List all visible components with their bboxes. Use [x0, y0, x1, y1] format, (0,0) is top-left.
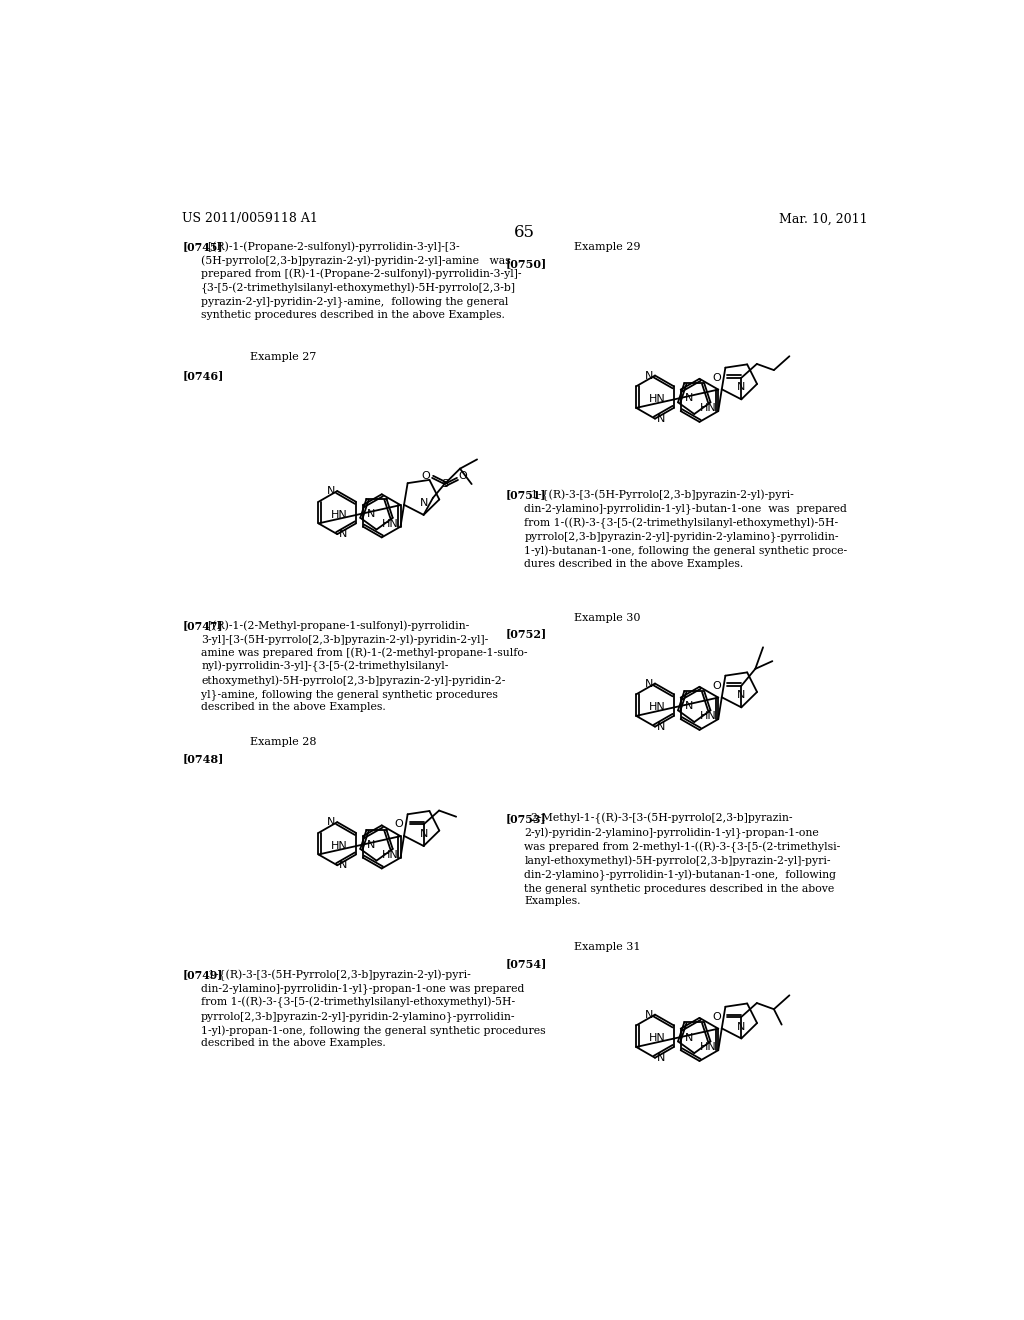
Text: S: S	[441, 479, 449, 488]
Text: [0746]: [0746]	[182, 370, 223, 381]
Text: N: N	[367, 510, 375, 519]
Text: HN: HN	[699, 711, 716, 721]
Text: N: N	[327, 486, 335, 496]
Text: 1-{(R)-3-[3-(5H-Pyrrolo[2,3-b]pyrazin-2-yl)-pyri-
din-2-ylamino]-pyrrolidin-1-yl: 1-{(R)-3-[3-(5H-Pyrrolo[2,3-b]pyrazin-2-…	[524, 490, 848, 569]
Text: Example 27: Example 27	[250, 352, 316, 363]
Text: O: O	[459, 471, 468, 482]
Text: HN: HN	[699, 404, 716, 413]
Text: N: N	[645, 1010, 653, 1019]
Text: N: N	[645, 678, 653, 689]
Text: Example 29: Example 29	[573, 242, 640, 252]
Text: [0745]: [0745]	[182, 242, 223, 252]
Text: N: N	[420, 498, 428, 508]
Text: N: N	[657, 722, 666, 731]
Text: HN: HN	[331, 510, 348, 520]
Text: [0749]: [0749]	[182, 969, 222, 981]
Text: N: N	[737, 383, 745, 392]
Text: [0747]: [0747]	[182, 620, 223, 631]
Text: HN: HN	[331, 841, 348, 851]
Text: HN: HN	[649, 1034, 666, 1043]
Text: HN: HN	[649, 702, 666, 713]
Text: O: O	[713, 1012, 721, 1022]
Text: N: N	[367, 840, 375, 850]
Text: [0750]: [0750]	[506, 259, 547, 269]
Text: O: O	[394, 820, 403, 829]
Text: N: N	[685, 1032, 693, 1043]
Text: N: N	[737, 1022, 745, 1031]
Text: N: N	[339, 861, 347, 870]
Text: HN: HN	[382, 850, 398, 859]
Text: US 2011/0059118 A1: US 2011/0059118 A1	[182, 213, 318, 226]
Text: N: N	[420, 829, 428, 840]
Text: N: N	[645, 371, 653, 380]
Text: N: N	[327, 817, 335, 828]
Text: [(R)-1-(Propane-2-sulfonyl)-pyrrolidin-3-yl]-[3-
(5H-pyrrolo[2,3-b]pyrazin-2-yl): [(R)-1-(Propane-2-sulfonyl)-pyrrolidin-3…	[201, 242, 521, 319]
Text: [(R)-1-(2-Methyl-propane-1-sulfonyl)-pyrrolidin-
3-yl]-[3-(5H-pyrrolo[2,3-b]pyra: [(R)-1-(2-Methyl-propane-1-sulfonyl)-pyr…	[201, 620, 527, 713]
Text: N: N	[685, 393, 693, 404]
Text: HN: HN	[382, 519, 398, 529]
Text: [0753]: [0753]	[506, 813, 546, 824]
Text: Example 30: Example 30	[573, 612, 640, 623]
Text: Example 31: Example 31	[573, 942, 640, 952]
Text: 65: 65	[514, 224, 536, 240]
Text: [0748]: [0748]	[182, 752, 223, 764]
Text: [0754]: [0754]	[506, 958, 547, 969]
Text: 2-Methyl-1-{(R)-3-[3-(5H-pyrrolo[2,3-b]pyrazin-
2-yl)-pyridin-2-ylamino]-pyrroli: 2-Methyl-1-{(R)-3-[3-(5H-pyrrolo[2,3-b]p…	[524, 813, 841, 907]
Text: N: N	[657, 1053, 666, 1063]
Text: O: O	[713, 681, 721, 690]
Text: [0751]: [0751]	[506, 490, 546, 500]
Text: N: N	[685, 701, 693, 711]
Text: 1-{(R)-3-[3-(5H-Pyrrolo[2,3-b]pyrazin-2-yl)-pyri-
din-2-ylamino]-pyrrolidin-1-yl: 1-{(R)-3-[3-(5H-Pyrrolo[2,3-b]pyrazin-2-…	[201, 969, 546, 1048]
Text: HN: HN	[699, 1043, 716, 1052]
Text: N: N	[737, 690, 745, 701]
Text: HN: HN	[649, 395, 666, 404]
Text: O: O	[713, 372, 721, 383]
Text: Example 28: Example 28	[250, 738, 316, 747]
Text: Mar. 10, 2011: Mar. 10, 2011	[778, 213, 867, 226]
Text: [0752]: [0752]	[506, 628, 547, 639]
Text: O: O	[422, 471, 430, 482]
Text: N: N	[657, 413, 666, 424]
Text: N: N	[339, 529, 347, 539]
